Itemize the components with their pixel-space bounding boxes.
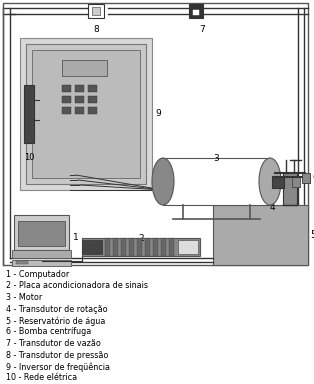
Bar — [283, 173, 297, 205]
Bar — [75, 85, 84, 92]
Bar — [292, 177, 300, 187]
Bar — [189, 4, 203, 18]
Bar — [14, 215, 69, 250]
Ellipse shape — [259, 158, 281, 205]
Bar — [272, 175, 284, 187]
Bar — [302, 173, 310, 183]
Bar — [169, 238, 174, 256]
Bar — [12, 260, 71, 266]
Text: 3: 3 — [214, 154, 219, 163]
Bar — [18, 221, 65, 246]
Bar — [62, 96, 71, 103]
Bar — [178, 240, 198, 254]
Text: 6: 6 — [312, 174, 314, 182]
Text: 1: 1 — [73, 233, 79, 242]
Bar — [32, 50, 140, 178]
Text: 9: 9 — [155, 109, 161, 119]
Text: 10: 10 — [24, 153, 34, 162]
Bar — [24, 85, 34, 143]
Bar — [75, 96, 84, 103]
Text: 2 - Placa acondicionadora de sinais: 2 - Placa acondicionadora de sinais — [6, 281, 148, 291]
Text: 1 - Computador: 1 - Computador — [6, 270, 69, 279]
Bar — [88, 85, 97, 92]
Text: 10 - Rede elétrica: 10 - Rede elétrica — [6, 374, 77, 382]
Text: 2: 2 — [138, 234, 144, 243]
Text: 8: 8 — [93, 25, 99, 34]
Text: 5 - Reservatório de água: 5 - Reservatório de água — [6, 316, 106, 326]
Bar — [88, 96, 97, 103]
Bar — [82, 238, 200, 256]
Bar — [62, 107, 71, 114]
Bar — [137, 238, 142, 256]
Bar — [161, 238, 166, 256]
Bar — [163, 158, 270, 205]
Bar — [16, 261, 28, 264]
Bar — [88, 4, 104, 18]
Text: 3 - Motor: 3 - Motor — [6, 293, 42, 302]
Text: 4: 4 — [270, 204, 276, 212]
Bar — [75, 107, 84, 114]
Bar — [88, 107, 97, 114]
Bar — [145, 238, 150, 256]
Bar — [82, 240, 102, 254]
Bar — [62, 60, 107, 76]
Bar — [92, 7, 100, 15]
Ellipse shape — [152, 158, 174, 205]
Text: 8 - Transdutor de pressão: 8 - Transdutor de pressão — [6, 351, 108, 359]
Bar — [26, 44, 146, 184]
Bar — [213, 205, 308, 265]
Text: 7: 7 — [199, 25, 205, 34]
Bar — [193, 10, 199, 15]
Bar — [121, 238, 126, 256]
Text: 9 - Inversor de freqüência: 9 - Inversor de freqüência — [6, 362, 110, 371]
Text: 7 - Transdutor de vazão: 7 - Transdutor de vazão — [6, 339, 101, 348]
Bar — [62, 85, 71, 92]
Bar — [12, 250, 71, 258]
Text: 6 - Bomba centrífuga: 6 - Bomba centrífuga — [6, 328, 91, 336]
Bar — [129, 238, 134, 256]
Bar — [3, 3, 308, 265]
Bar — [20, 38, 152, 190]
Bar — [105, 238, 110, 256]
Text: 5: 5 — [310, 230, 314, 240]
Bar — [153, 238, 158, 256]
Bar — [113, 238, 118, 256]
Text: 4 - Transdutor de rotação: 4 - Transdutor de rotação — [6, 305, 108, 313]
